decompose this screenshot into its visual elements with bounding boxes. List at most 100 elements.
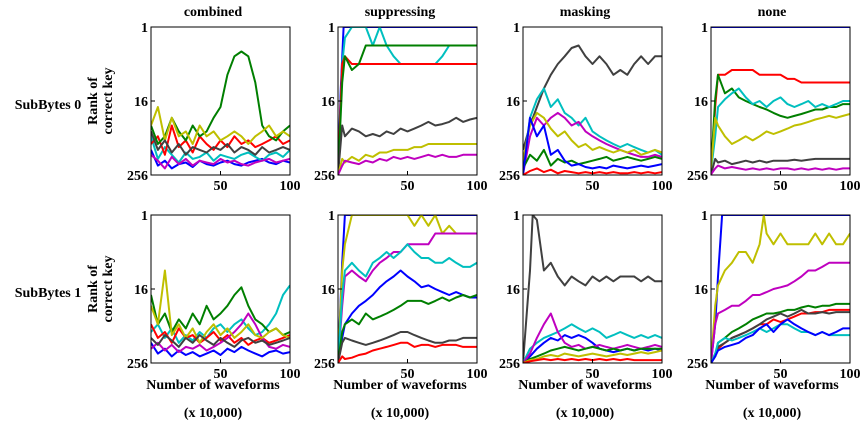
series-line-r0-c3-1 [711, 69, 850, 175]
panel-r1-c2: 1 16 256 50 100 [499, 209, 673, 382]
series-line-r1-c1-6 [338, 331, 477, 363]
series-line-r1-c2-1 [523, 323, 662, 363]
column-title-suppressing: suppressing [365, 5, 436, 20]
ytick-label: 1 [141, 209, 148, 224]
ytick-label: 16 [694, 95, 708, 110]
xtick-label: 100 [840, 367, 861, 382]
xtick-label: 50 [586, 179, 600, 194]
xlabel-col-1: Number of waveforms [333, 378, 467, 393]
panel-series-group [711, 27, 850, 175]
panel-series-group [523, 215, 662, 363]
ytick-label: 16 [134, 95, 148, 110]
series-line-r0-c3-6 [711, 164, 850, 175]
xunit-col-3: (x 10,000) [743, 406, 802, 421]
xlabel-col-2: Number of waveforms [518, 378, 652, 393]
panel-frame [522, 26, 663, 176]
xtick-label: 50 [401, 179, 415, 194]
xtick-label: 100 [652, 179, 673, 194]
series-line-r0-c2-5 [523, 116, 662, 175]
ytick-label: 1 [513, 21, 520, 36]
series-line-r1-c0-5 [151, 269, 290, 344]
panel-series-group [338, 215, 477, 363]
series-line-r1-c0-6 [151, 334, 290, 348]
xtick-label: 100 [840, 179, 861, 194]
column-title-masking: masking [560, 5, 611, 20]
ytick-label: 16 [134, 283, 148, 298]
panel-frame [710, 26, 851, 176]
ytick-label: 256 [127, 357, 148, 372]
ylabel-row-1-line-1: Rank ofcorrect key [86, 256, 116, 323]
series-line-r0-c3-2 [711, 73, 850, 169]
row-label-subbytes-1: SubBytes 1 [15, 286, 82, 301]
panel-series-group [711, 215, 850, 363]
xlabel-col-3: Number of waveforms [705, 378, 839, 393]
ytick-label: 16 [321, 95, 335, 110]
panel-r1-c1: 1 16 256 50 100 [314, 209, 488, 382]
series-line-r0-c0-4 [151, 154, 290, 170]
ytick-label: 1 [701, 21, 708, 36]
panel-series-group [151, 269, 290, 358]
series-line-r0-c2-1 [523, 87, 662, 169]
ylabel-row-1: Rank ofcorrect key [86, 256, 116, 323]
xunit-col-0: (x 10,000) [184, 406, 243, 421]
panel-r0-c1: 1 16 256 50 100 [314, 21, 488, 194]
series-line-r0-c1-3 [338, 44, 477, 175]
panel-r0-c0: 1 16 256 50 100 [127, 21, 301, 194]
panel-series-group [338, 27, 477, 175]
xtick-label: 100 [467, 367, 488, 382]
series-line-r1-c3-5 [711, 308, 850, 363]
xtick-label: 100 [467, 179, 488, 194]
series-line-r0-c1-1 [338, 27, 477, 175]
ylabel-row-0-line-1: Rank ofcorrect key [86, 68, 116, 135]
ytick-label: 16 [506, 283, 520, 298]
panel-series-group [151, 50, 290, 170]
panel-r0-c2: 1 16 256 50 100 [499, 21, 673, 194]
xtick-label: 50 [774, 367, 788, 382]
series-line-r0-c1-2 [338, 55, 477, 175]
ytick-label: 1 [513, 209, 520, 224]
series-line-r1-c3-6 [711, 323, 850, 363]
series-line-r0-c2-3 [523, 111, 662, 161]
series-line-r1-c0-3 [151, 286, 290, 337]
series-line-r0-c2-0 [523, 44, 662, 151]
xtick-label: 50 [586, 367, 600, 382]
series-line-r0-c1-6 [338, 153, 477, 175]
series-line-r1-c2-5 [523, 349, 662, 363]
ytick-label: 256 [127, 169, 148, 184]
series-line-r1-c1-7 [338, 341, 477, 363]
panel-r0-c3: 1 16 256 50 100 [687, 21, 861, 194]
panel-series-group [523, 44, 662, 175]
series-line-r0-c0-3 [151, 50, 290, 145]
series-line-r1-c1-5 [338, 294, 477, 363]
series-line-r1-c2-0 [523, 215, 662, 363]
column-title-none: none [758, 5, 787, 20]
series-line-r1-c2-4 [523, 345, 662, 363]
series-line-r1-c3-3 [711, 302, 850, 363]
series-line-r0-c0-0 [151, 149, 290, 170]
series-line-r0-c2-4 [523, 148, 662, 169]
series-line-r1-c0-0 [151, 342, 290, 358]
ytick-label: 1 [328, 209, 335, 224]
series-line-r1-c3-2 [711, 261, 850, 363]
series-line-r1-c1-4 [338, 269, 477, 363]
panel-frame [337, 26, 478, 176]
series-line-r1-c3-7 [711, 318, 850, 363]
ytick-label: 1 [328, 21, 335, 36]
series-line-r1-c0-2 [151, 323, 290, 346]
panel-r1-c3: 1 16 256 50 100 [687, 209, 861, 382]
ytick-label: 256 [314, 357, 335, 372]
ytick-label: 1 [701, 209, 708, 224]
series-line-r0-c3-5 [711, 157, 850, 175]
column-title-combined: combined [184, 5, 243, 20]
panel-frame [522, 214, 663, 364]
ytick-label: 1 [141, 21, 148, 36]
xtick-label: 50 [401, 367, 415, 382]
xtick-label: 50 [774, 179, 788, 194]
series-line-r1-c1-1 [338, 215, 477, 363]
ytick-label: 16 [694, 283, 708, 298]
series-line-r0-c1-4 [338, 116, 477, 175]
xtick-label: 50 [214, 179, 228, 194]
row-label-subbytes-0: SubBytes 0 [15, 98, 82, 113]
ytick-label: 256 [687, 357, 708, 372]
